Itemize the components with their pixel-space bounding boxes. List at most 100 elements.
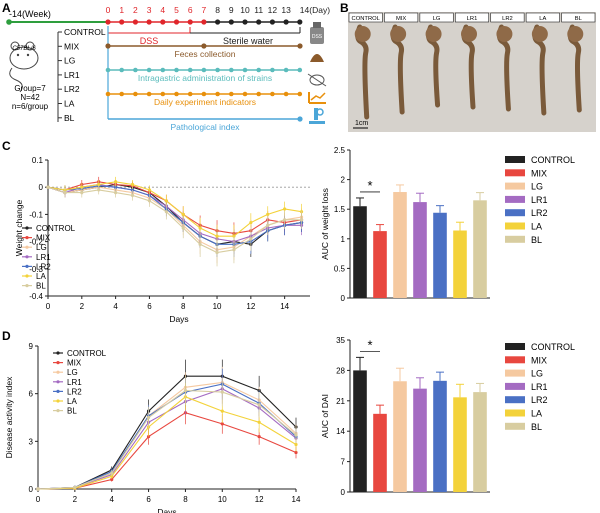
data-point — [249, 237, 253, 241]
scale-bar-label: 1cm — [355, 120, 368, 127]
mouse-strain-label: C57BL/6 — [12, 46, 36, 52]
panel-b-label: B — [340, 1, 349, 15]
legend-swatch — [505, 369, 525, 377]
panel-d-label: D — [2, 329, 11, 343]
legend-label: CONTROL — [531, 342, 575, 352]
data-point — [114, 185, 118, 189]
y-tick-label: 9 — [29, 342, 34, 351]
data-point — [97, 182, 101, 187]
activity-row-dot — [146, 67, 152, 73]
timeline-day-label: 1 — [119, 5, 124, 15]
weight-auc-bar-chart: 0 0.5 1 1.5 2 2.5 AUC of weight loss * CONTROL MI… — [320, 146, 575, 303]
timeline-day-label: 14(Day) — [300, 5, 330, 15]
data-point — [181, 212, 185, 216]
colon-label-box — [454, 12, 490, 23]
x-axis-title: Days — [169, 314, 188, 324]
activity-row-dot — [283, 67, 289, 73]
data-point — [220, 422, 224, 426]
legend-label: LR2 — [531, 395, 548, 405]
bar-lr1 — [413, 388, 427, 492]
colon-label-box — [525, 12, 560, 23]
data-point — [257, 403, 261, 407]
legend-label: LR1 — [67, 378, 82, 387]
activity-row-dot — [242, 67, 248, 73]
panel-c-label: C — [2, 139, 11, 153]
x-tick-label: 14 — [292, 495, 301, 504]
bar-mix — [373, 231, 387, 298]
timeline-day-dot — [187, 19, 193, 25]
colon-label-box — [490, 12, 525, 23]
activity-row-dot — [133, 91, 138, 97]
bar-lg — [393, 192, 407, 298]
feces-collection-dot — [297, 43, 303, 49]
y-tick-label: 0 — [341, 488, 346, 497]
growth-chart-icon — [308, 92, 326, 104]
x-tick-label: 14 — [280, 302, 289, 311]
gavage-mouse-icon — [307, 73, 327, 87]
data-point — [257, 420, 261, 424]
legend-swatch — [505, 169, 525, 177]
legend-label: MIX — [67, 359, 82, 368]
timeline-day-label: 8 — [215, 5, 220, 15]
legend-label: LR2 — [67, 387, 82, 396]
series-line-lr2 — [47, 185, 302, 245]
data-point — [299, 218, 304, 222]
timeline-day-label: 6 — [188, 5, 193, 15]
colon-label-box — [419, 12, 454, 23]
activity-row-dot — [229, 91, 234, 97]
y-axis-title: AUC of weight loss — [320, 188, 330, 260]
dss-bottle-icon: DSS — [310, 22, 324, 44]
data-point — [80, 191, 84, 195]
y-tick-label: -0.1 — [29, 210, 43, 219]
data-point — [130, 188, 135, 192]
colon-photo-content: CONTROL MIX LG LR1 LR2 LA BL — [348, 12, 596, 120]
pre-phase-start-dot — [6, 19, 12, 25]
data-point — [266, 223, 270, 227]
data-point — [114, 191, 118, 195]
timeline-day-dot — [256, 19, 262, 25]
legend-swatch — [505, 195, 525, 203]
week-start-label: -14(Week) — [9, 9, 51, 19]
activity-rows: Feces collection Intragastric administrat… — [105, 43, 303, 132]
colon-label-box — [384, 12, 419, 23]
legend-swatch — [505, 422, 525, 430]
cecum — [531, 26, 548, 42]
activity-row-dot — [256, 91, 262, 97]
y-tick-label: 7 — [341, 458, 346, 467]
legend-label: CONTROL — [67, 349, 107, 358]
activity-row-dot — [105, 91, 111, 97]
data-point — [283, 207, 287, 211]
timeline-day-dot — [146, 19, 152, 25]
colon-label-box — [561, 12, 596, 23]
y-tick-label: 3 — [29, 437, 34, 446]
data-point — [146, 434, 151, 439]
data-point — [46, 185, 50, 189]
group-label: LR2 — [64, 84, 80, 94]
activity-row-dot — [270, 91, 275, 97]
x-tick-label: 0 — [36, 495, 41, 504]
cecum — [461, 26, 477, 42]
data-point — [130, 182, 135, 187]
per-group-n: n=6/group — [12, 102, 49, 111]
legend-swatch — [505, 209, 525, 217]
legend-label: MIX — [531, 168, 547, 178]
cecum — [496, 26, 513, 42]
x-tick-label: 10 — [218, 495, 227, 504]
activity-row-dot — [242, 91, 248, 97]
y-tick-label: 0 — [29, 485, 34, 494]
timeline-day-label: 12 — [268, 5, 278, 15]
activity-row-dot — [146, 91, 152, 97]
y-tick-label: 2.5 — [334, 146, 346, 155]
timeline-day-dot — [297, 19, 303, 25]
data-point — [164, 199, 168, 203]
legend-label: LG — [36, 243, 47, 252]
x-tick-label: 4 — [109, 495, 114, 504]
dai-line-chart: 0 3 6 9 0 2 4 6 8 10 12 14 Days Disease activity inde… — [4, 342, 301, 513]
activity-row-dot — [174, 91, 179, 97]
bar-control — [353, 370, 367, 492]
activity-row-dot — [160, 67, 166, 73]
legend-swatch — [505, 396, 525, 404]
x-tick-label: 12 — [255, 495, 264, 504]
activity-row-label: Daily experiment indicators — [154, 97, 256, 107]
legend-swatch — [505, 222, 525, 230]
